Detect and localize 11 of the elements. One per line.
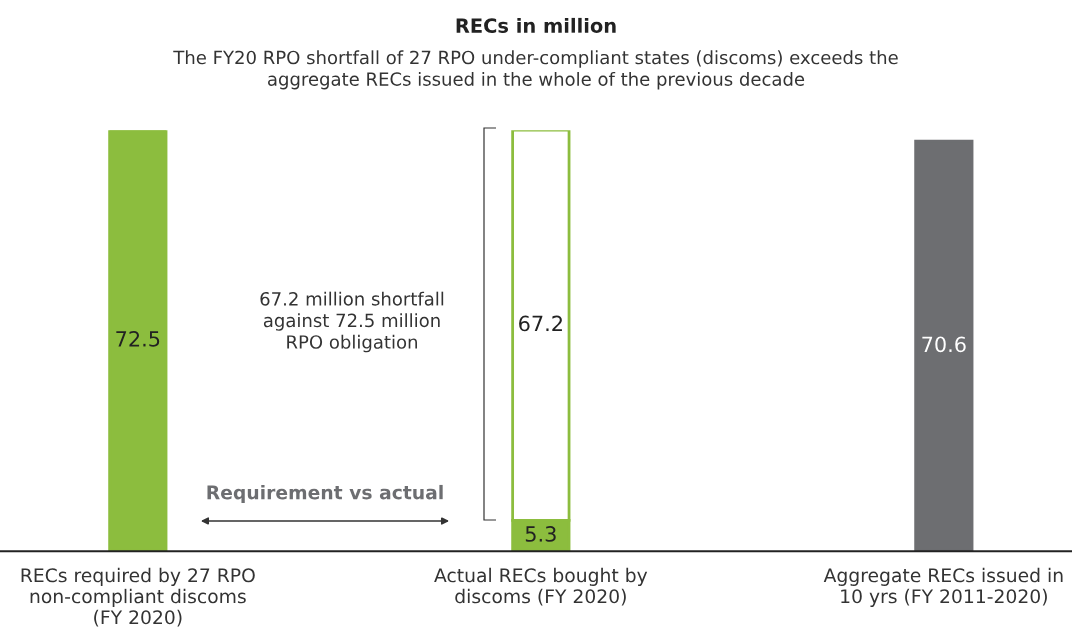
data-label: 67.2 <box>519 315 562 332</box>
x-tick-label: Aggregate RECs issued in 10 yrs (FY 2011-2020) <box>823 567 1063 607</box>
data-label: 72.5 <box>116 330 160 347</box>
chart-title: RECs in million <box>456 17 616 33</box>
annotation: 67.2 million shortfall against 72.5 million RPO obligation <box>260 291 444 353</box>
x-tick-label: RECs required by 27 RPO non-compliant discoms (FY 2020) <box>21 567 255 627</box>
annotation: Requirement vs actual <box>207 484 443 504</box>
x-tick-label: Actual RECs bought by discoms (FY 2020) <box>434 567 648 606</box>
chart-subtitle: The FY20 RPO shortfall of 27 RPO under-compliant states (discoms) exceeds the aggregate RECs issued in the whole of the previous decade <box>173 50 898 90</box>
data-label: 5.3 <box>525 526 556 542</box>
data-label: 70.6 <box>922 336 966 353</box>
